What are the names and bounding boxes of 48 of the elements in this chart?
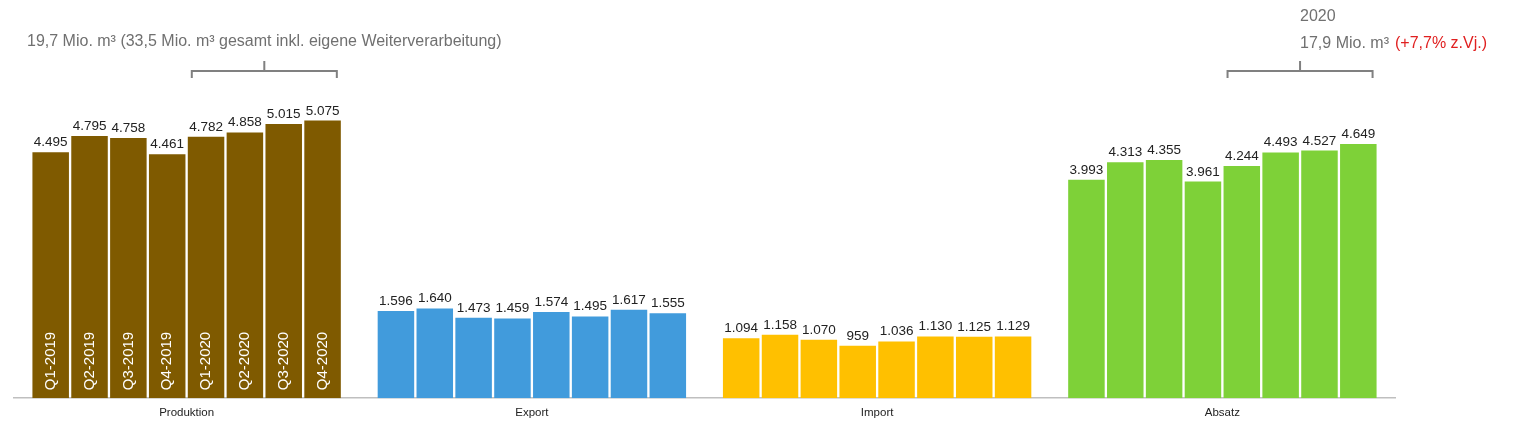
data-label: 4.493 [1263,134,1298,150]
text: 2020 [1300,7,1336,25]
series-label: Q3-2020 [273,331,291,391]
series-label: Q2-2020 [235,331,253,391]
text: (+7,7% z.Vj.) [1394,34,1487,52]
series-label: Q4-2019 [157,331,175,391]
data-label: 1.495 [573,298,608,314]
data-label: 1.574 [534,294,569,310]
data-label: 1.617 [612,291,646,307]
data-label: 1.036 [879,323,914,339]
data-label: 4.355 [1147,141,1182,157]
data-label: 959 [846,327,869,343]
series-label: Q1-2020 [196,331,214,391]
series-label: Q2-2019 [79,331,97,391]
data-label: 4.782 [189,118,223,134]
data-label: 4.858 [227,114,262,130]
x-tick-label: Produktion [159,406,215,419]
data-label: 5.075 [305,102,340,118]
data-label: 4.795 [72,117,107,133]
x-tick-label: Absatz [1204,406,1241,419]
data-label: 1.555 [650,295,685,311]
data-label: 1.130 [918,318,953,334]
x-tick-label: Export [515,406,550,419]
series-label: Q3-2019 [118,331,136,391]
data-label: 3.961 [1186,163,1220,179]
data-label: 1.158 [763,316,797,332]
data-label: 1.473 [456,299,491,315]
data-label: 3.993 [1069,161,1104,177]
data-label: 5.015 [266,105,301,121]
text: 19,7 Mio. m³ (33,5 Mio. m³ gesamt inkl. eigene Weiterverarbeitung) [27,32,502,50]
data-label: 1.070 [801,321,836,337]
data-label: 4.527 [1302,132,1337,148]
data-label: 1.129 [996,318,1030,334]
data-label: 4.758 [111,119,146,135]
data-label: 4.495 [33,134,68,150]
data-label: 1.125 [957,318,992,334]
data-label: 1.094 [724,320,759,336]
text: 17,9 Mio. m³ [1300,34,1390,52]
data-label: 1.459 [495,300,530,316]
data-label: 1.596 [379,292,413,308]
series-label: Q1-2019 [40,331,58,391]
x-tick-label: Import [860,406,895,419]
data-label: 1.640 [417,290,452,306]
series-label: Q4-2020 [312,331,330,391]
data-label: 4.313 [1108,144,1143,160]
data-label: 4.461 [150,136,185,152]
data-label: 4.244 [1224,148,1260,164]
data-label: 4.649 [1341,125,1376,141]
